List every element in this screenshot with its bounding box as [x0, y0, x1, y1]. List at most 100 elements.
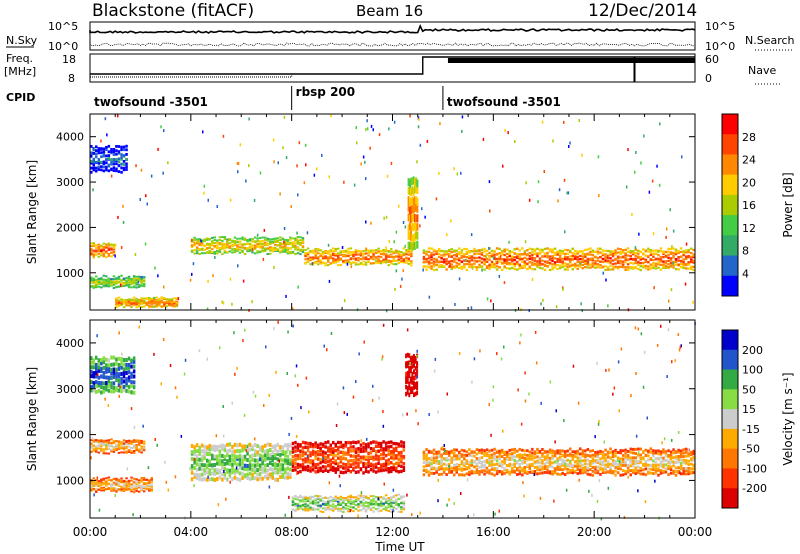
- echo-cell: [241, 457, 244, 462]
- scatter-echo: [137, 280, 140, 284]
- echo-cell: [382, 440, 385, 444]
- echo-cell: [130, 390, 133, 395]
- echo-cell: [115, 279, 118, 282]
- scatter-echo: [651, 179, 654, 183]
- echo-cell: [258, 467, 262, 472]
- echo-cell: [243, 243, 247, 246]
- echo-cell: [112, 370, 116, 375]
- echo-cell: [148, 479, 151, 482]
- echo-cell: [387, 445, 390, 449]
- echo-cell: [644, 254, 648, 257]
- echo-cell: [148, 302, 151, 305]
- echo-cell: [629, 251, 632, 254]
- echo-cell: [682, 253, 685, 257]
- echo-cell: [367, 442, 370, 446]
- echo-cell: [299, 504, 302, 507]
- echo-cell: [294, 246, 297, 249]
- echo-cell: [406, 363, 409, 369]
- echo-cell: [558, 468, 562, 471]
- echo-cell: [359, 250, 363, 253]
- scatter-echo: [692, 300, 694, 304]
- echo-cell: [337, 467, 340, 472]
- echo-cell: [465, 268, 469, 272]
- echo-cell: [475, 471, 479, 474]
- echo-cell: [364, 496, 368, 499]
- sky-panel-frame: [89, 21, 696, 51]
- echo-cell: [649, 447, 653, 451]
- echo-cell: [296, 252, 300, 255]
- echo-cell: [321, 453, 325, 458]
- scatter-echo: [395, 230, 398, 234]
- echo-cell: [413, 222, 416, 231]
- echo-cell: [140, 277, 143, 280]
- echo-cell: [357, 458, 360, 462]
- echo-cell: [100, 358, 103, 362]
- echo-cell: [195, 252, 199, 255]
- echo-cell: [364, 443, 368, 447]
- echo-cell: [601, 253, 605, 257]
- scatter-echo: [635, 151, 637, 154]
- echo-cell: [400, 495, 403, 498]
- echo-cell: [415, 231, 418, 239]
- echo-cell: [440, 257, 443, 260]
- echo-cell: [551, 457, 554, 461]
- echo-cell: [543, 458, 547, 461]
- echo-cell: [413, 354, 415, 359]
- echo-cell: [561, 458, 564, 462]
- echo-cell: [354, 261, 358, 264]
- echo-cell: [117, 451, 121, 454]
- echo-cell: [301, 238, 305, 241]
- echo-cell: [659, 247, 663, 250]
- echo-cell: [279, 470, 282, 475]
- echo-cell: [160, 296, 164, 299]
- echo-cell: [392, 260, 395, 262]
- echo-cell: [127, 362, 131, 367]
- echo-cell: [413, 381, 415, 386]
- echo-cell: [442, 457, 446, 461]
- echo-cell: [354, 447, 358, 451]
- echo-cell: [135, 481, 138, 484]
- echo-cell: [621, 469, 625, 472]
- echo-cell: [294, 440, 297, 445]
- echo-cell: [455, 462, 458, 466]
- scatter-echo: [672, 229, 675, 233]
- echo-cell: [649, 258, 653, 261]
- echo-cell: [95, 250, 98, 253]
- echo-cell: [561, 453, 564, 457]
- scatter-echo: [428, 295, 431, 299]
- echo-cell: [584, 466, 587, 469]
- echo-cell: [291, 459, 295, 463]
- echo-cell: [480, 251, 484, 254]
- echo-cell: [508, 452, 511, 456]
- echo-cell: [616, 451, 620, 454]
- echo-cell: [130, 489, 133, 491]
- echo-cell: [384, 445, 388, 449]
- echo-cell: [599, 255, 602, 259]
- echo-cell: [682, 262, 685, 266]
- echo-cell: [392, 463, 395, 467]
- scatter-echo: [157, 147, 159, 151]
- echo-cell: [117, 440, 121, 443]
- echo-cell: [561, 260, 564, 263]
- echo-cell: [412, 213, 415, 221]
- echo-cell: [125, 153, 128, 156]
- echo-cell: [450, 255, 453, 258]
- echo-cell: [639, 456, 642, 460]
- echo-cell: [413, 242, 416, 250]
- echo-cell: [122, 284, 126, 287]
- echo-cell: [382, 447, 385, 451]
- echo-cell: [115, 158, 118, 161]
- scatter-echo: [399, 284, 402, 288]
- echo-cell: [493, 454, 496, 458]
- echo-cell: [531, 258, 534, 261]
- echo-cell: [503, 459, 506, 463]
- echo-cell: [448, 260, 451, 263]
- echo-cell: [349, 470, 353, 474]
- echo-cell: [105, 445, 108, 448]
- echo-cell: [125, 304, 128, 307]
- echo-cell: [284, 443, 287, 448]
- echo-cell: [137, 486, 141, 489]
- echo-cell: [634, 254, 637, 257]
- echo-cell: [246, 451, 249, 456]
- echo-cell: [100, 381, 103, 386]
